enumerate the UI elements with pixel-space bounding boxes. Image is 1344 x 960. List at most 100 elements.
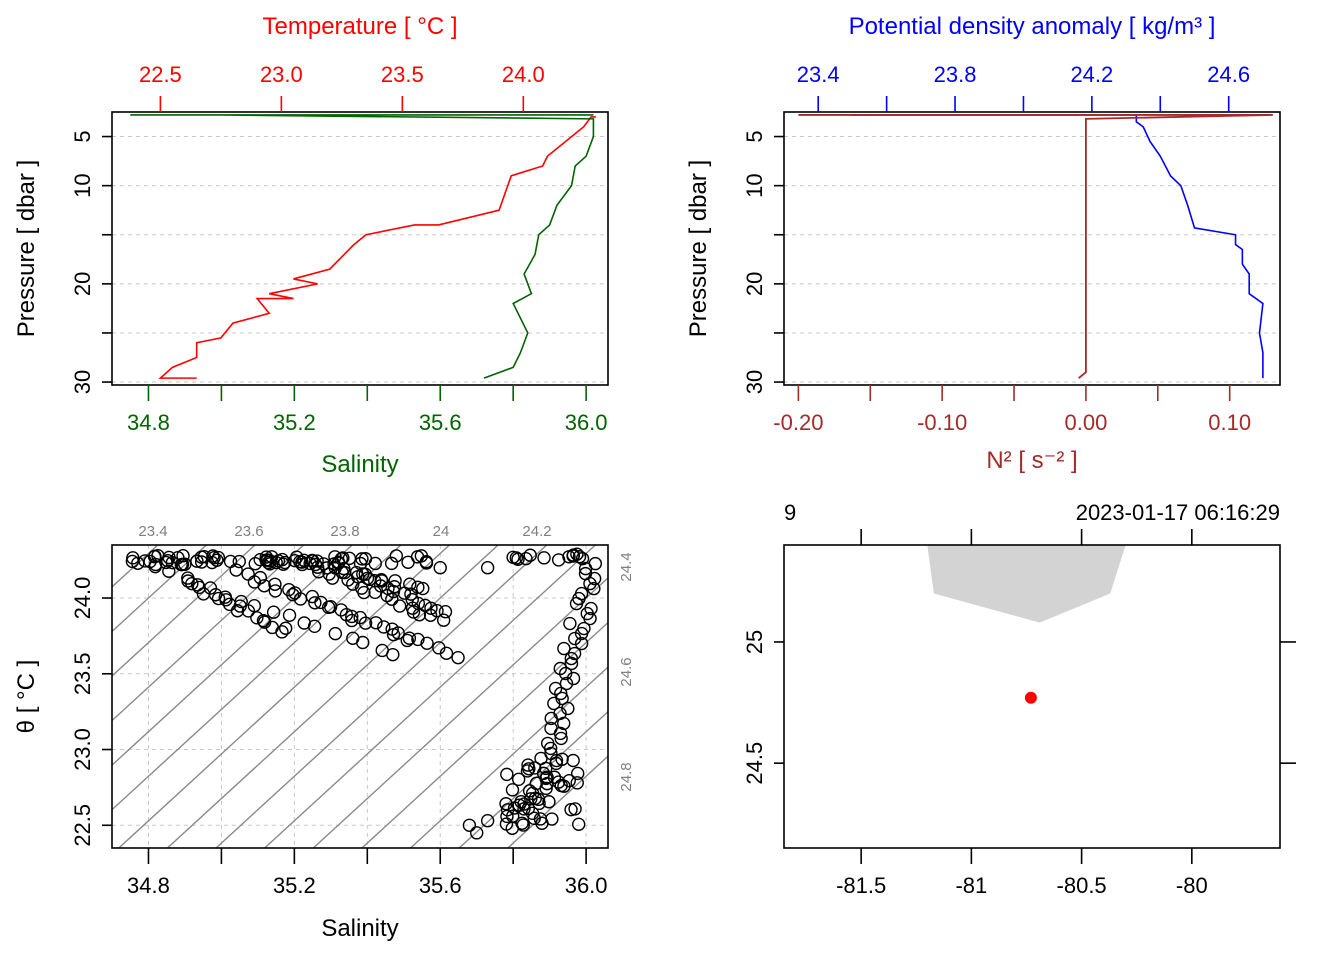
- data-point: [295, 555, 309, 569]
- data-point: [148, 559, 162, 574]
- data-point: [516, 818, 530, 832]
- data-point: [328, 550, 342, 564]
- data-point: [537, 551, 551, 565]
- data-point: [210, 553, 224, 567]
- data-point: [470, 826, 484, 840]
- data-point: [377, 620, 391, 634]
- data-point: [219, 593, 233, 607]
- isopycnal-line: [112, 545, 208, 633]
- salinity-profile-line: [130, 114, 595, 379]
- data-point: [143, 554, 157, 569]
- panel-ts-diagram: 23.4 23.6 23.8 24 24.2 24.4 24.6 24.8 34.8 35.2 35…: [13, 523, 635, 942]
- data-point: [523, 548, 537, 562]
- y-tick-label: 20: [742, 272, 767, 296]
- data-point: [564, 656, 579, 671]
- y-tick-label: 22.5: [70, 804, 95, 847]
- data-point: [577, 621, 591, 636]
- data-point: [388, 574, 402, 588]
- temperature-profile-line: [158, 116, 596, 379]
- data-point: [499, 797, 513, 811]
- data-point: [535, 816, 549, 830]
- x-tick-label: 35.6: [419, 873, 462, 898]
- n2-tick-label: 0.00: [1064, 410, 1107, 435]
- data-point: [293, 592, 308, 606]
- data-point: [250, 611, 264, 625]
- isopycnal-group: [112, 545, 608, 848]
- isopycnal-line: [458, 710, 608, 848]
- data-point: [336, 551, 350, 565]
- data-point: [500, 803, 515, 817]
- x-tick-label: 34.8: [127, 873, 170, 898]
- data-point: [416, 581, 430, 596]
- data-point: [522, 762, 536, 776]
- isopycnal-label: 24.8: [618, 762, 635, 791]
- data-point: [404, 587, 418, 601]
- data-point: [386, 647, 400, 662]
- lon-tick-label: -80: [1176, 873, 1208, 898]
- isopycnal-line: [263, 545, 597, 848]
- temperature-tick-label: 22.5: [139, 62, 182, 87]
- data-point: [397, 586, 412, 600]
- temperature-tick-label: 23.0: [260, 62, 303, 87]
- salinity-tick-label: 35.6: [419, 410, 462, 435]
- data-point: [555, 691, 569, 706]
- data-point: [500, 767, 514, 782]
- data-point: [557, 641, 571, 656]
- y-tick-label: 10: [742, 173, 767, 197]
- density-tick-label: 24.2: [1070, 62, 1113, 87]
- data-point: [553, 661, 568, 676]
- panel-temperature-salinity: 5 10 20 30 Pressure [ dbar ] 22.5 23.0 23.5 24.0…: [13, 13, 609, 478]
- data-point: [401, 555, 415, 569]
- isopycnal-line: [360, 621, 608, 848]
- data-point: [320, 561, 334, 575]
- data-point: [572, 550, 587, 564]
- scatter-points: [125, 547, 603, 840]
- density-tick-label: 24.6: [1207, 62, 1250, 87]
- salinity-tick-label: 34.8: [127, 410, 170, 435]
- data-point: [384, 556, 399, 571]
- data-point: [541, 736, 555, 751]
- data-point: [194, 550, 209, 564]
- data-point: [542, 795, 556, 809]
- salinity-tick-label: 35.2: [273, 410, 316, 435]
- data-point: [521, 801, 536, 816]
- data-point: [268, 577, 282, 591]
- isopycnal-label: 23.4: [138, 523, 167, 540]
- temperature-tick-label: 24.0: [502, 62, 545, 87]
- data-point: [349, 565, 364, 580]
- data-point: [563, 616, 577, 631]
- density-axis-title: Potential density anomaly [ kg/m³ ]: [849, 13, 1216, 40]
- data-point: [547, 770, 562, 784]
- data-point: [229, 563, 243, 577]
- data-point: [342, 551, 357, 566]
- data-point: [411, 596, 426, 611]
- data-point: [368, 556, 383, 571]
- data-point: [544, 721, 558, 736]
- data-point: [451, 650, 465, 665]
- data-point: [264, 550, 279, 564]
- data-point: [520, 764, 535, 778]
- data-point: [259, 550, 273, 564]
- data-point: [500, 809, 514, 824]
- data-point: [400, 633, 414, 648]
- data-point: [554, 686, 568, 701]
- data-point: [248, 557, 262, 571]
- data-point: [358, 616, 373, 630]
- data-point: [424, 601, 438, 615]
- data-point: [387, 580, 402, 594]
- lon-tick-label: -81.5: [836, 873, 886, 898]
- map-frame: [783, 544, 1281, 849]
- data-point: [271, 554, 286, 568]
- data-point: [402, 631, 417, 645]
- data-point: [357, 585, 371, 600]
- data-point: [358, 567, 373, 581]
- data-point: [345, 609, 359, 624]
- data-point: [499, 817, 514, 831]
- data-point: [524, 792, 538, 806]
- data-point: [278, 555, 292, 570]
- data-point: [509, 551, 524, 565]
- salinity-axis-title: Salinity: [321, 451, 398, 478]
- y-tick-label: 5: [742, 130, 767, 142]
- data-point: [325, 571, 340, 585]
- data-point: [555, 752, 569, 766]
